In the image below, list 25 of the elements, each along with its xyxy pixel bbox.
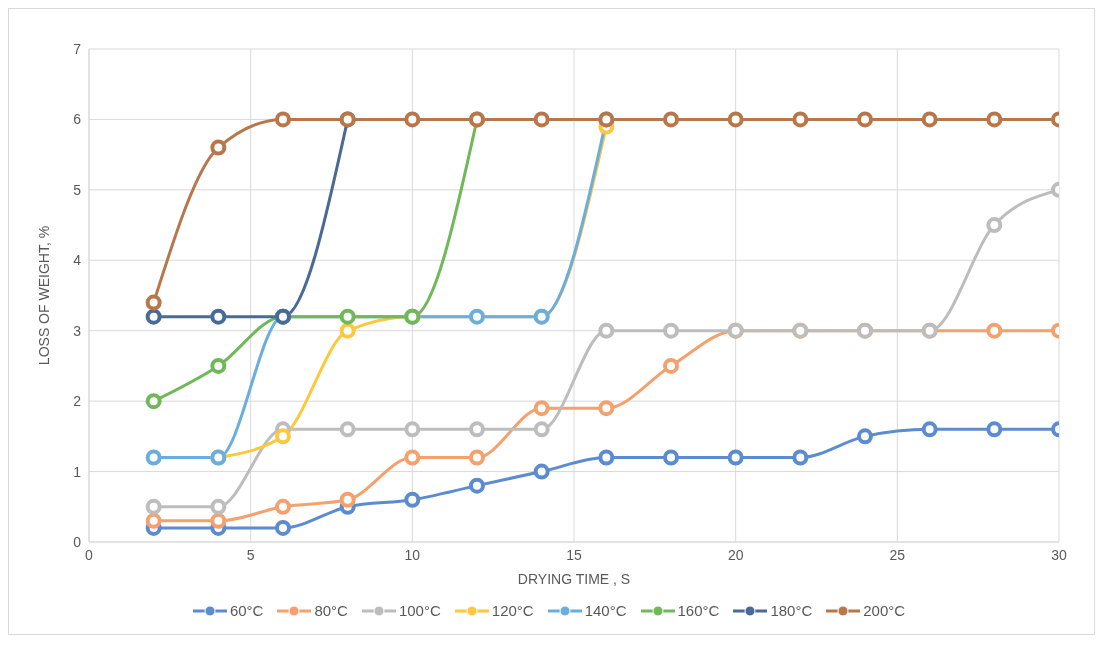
y-tick-label: 0 <box>73 533 82 550</box>
x-tick-label: 30 <box>1051 546 1067 563</box>
x-axis-title: DRYING TIME , S <box>517 571 631 587</box>
legend-label: 80°C <box>314 602 348 619</box>
legend-label: 160°C <box>677 602 720 619</box>
y-tick-label: 4 <box>73 252 82 269</box>
y-tick-label: 1 <box>73 463 82 480</box>
x-tick-label: 5 <box>246 546 255 563</box>
legend-label: 120°C <box>491 602 534 619</box>
y-tick-label: 3 <box>73 322 82 339</box>
legend-label: 200°C <box>863 602 906 619</box>
y-axis-title: LOSS OF WEIGHT, % <box>35 225 52 366</box>
legend-label: 60°C <box>229 602 264 619</box>
x-tick-label: 25 <box>889 546 906 563</box>
x-tick-label: 15 <box>566 546 582 563</box>
y-tick-label: 5 <box>73 181 82 198</box>
x-tick-label: 20 <box>727 546 744 563</box>
x-tick-label: 10 <box>404 546 421 563</box>
x-tick-label: 0 <box>85 546 94 563</box>
legend-label: 100°C <box>398 602 441 619</box>
y-tick-label: 6 <box>73 111 82 128</box>
y-tick-label: 7 <box>73 40 82 57</box>
y-tick-label: 2 <box>73 393 82 410</box>
legend-label: 140°C <box>584 602 627 619</box>
legend-label: 180°C <box>770 602 813 619</box>
